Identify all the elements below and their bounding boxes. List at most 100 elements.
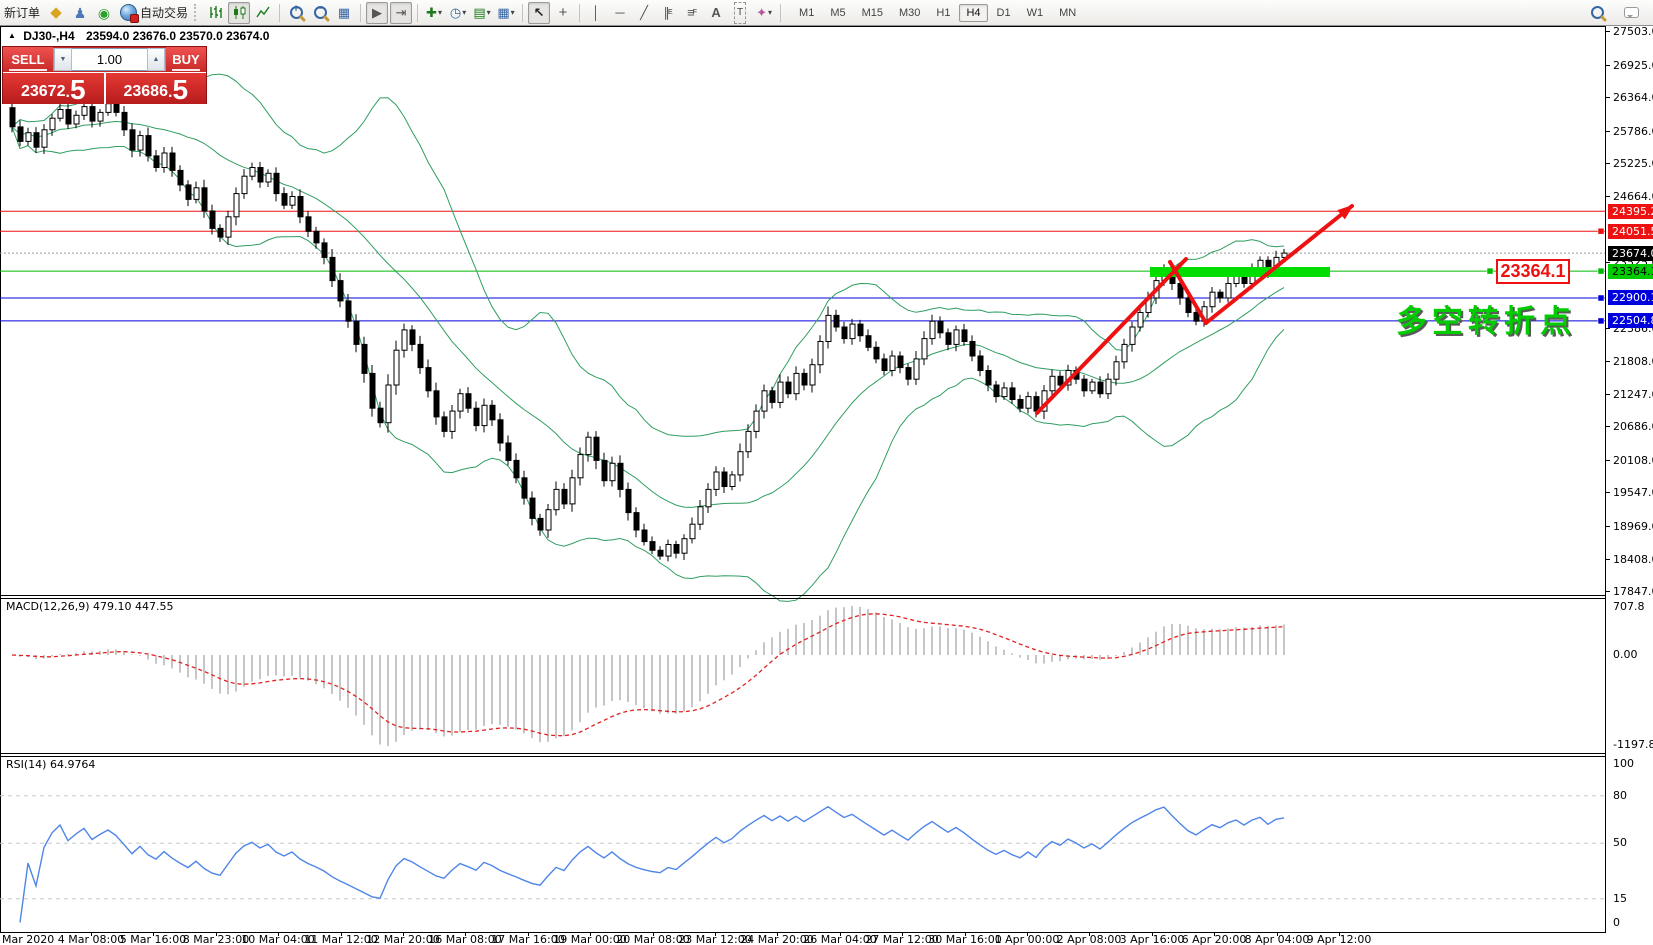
timeframe-w1[interactable]: W1 xyxy=(1026,6,1044,19)
text-icon[interactable]: A xyxy=(711,4,721,20)
line-handle[interactable] xyxy=(1597,317,1605,325)
candle-body xyxy=(1105,378,1112,395)
timeframe-h4[interactable]: H4 xyxy=(959,3,988,22)
price-tick: 21247.0 xyxy=(1613,388,1653,401)
volume-input[interactable]: 1.00 xyxy=(96,52,123,67)
candle-body xyxy=(257,167,264,183)
sell-price[interactable]: 23672. 5 xyxy=(3,73,104,104)
candle-body xyxy=(481,404,488,427)
candle-body xyxy=(801,372,808,386)
pane-separator[interactable] xyxy=(0,595,1606,596)
candle-body xyxy=(441,416,448,432)
timeframe-m5[interactable]: M5 xyxy=(830,6,846,19)
arrows-icon[interactable]: ✦ ▾ xyxy=(756,4,772,20)
timeframe-m15[interactable]: M15 xyxy=(861,6,883,19)
time-tick-mark xyxy=(715,933,716,936)
time-tick-mark xyxy=(465,933,466,936)
time-tick-mark xyxy=(341,933,342,936)
crosshair-icon[interactable]: + xyxy=(558,3,568,21)
tile-windows-icon[interactable]: ▦ xyxy=(337,4,351,20)
signals-icon[interactable]: ◉ xyxy=(97,4,111,21)
toolbar-separator xyxy=(417,3,419,22)
chart-shift-icon[interactable]: ⇥ xyxy=(390,1,413,24)
candle-body xyxy=(1113,361,1120,380)
periods-icon[interactable]: ◷ ▾ xyxy=(449,4,467,20)
trend-arrow-line[interactable] xyxy=(1204,204,1354,325)
add-indicator-icon[interactable]: ✚ ▾ xyxy=(426,4,442,20)
cursor-icon[interactable]: ↖ xyxy=(528,1,551,24)
candle-body xyxy=(1129,326,1136,345)
timeframe-m30[interactable]: M30 xyxy=(899,6,921,19)
vertical-line-icon[interactable]: │ xyxy=(591,4,601,20)
price-callout-box[interactable]: 23364.1 xyxy=(1496,259,1570,284)
candle-body xyxy=(745,430,752,453)
price-label-24395.2: 24395.2 xyxy=(1608,204,1653,219)
timeframe-mn[interactable]: MN xyxy=(1059,6,1077,19)
pane-separator[interactable] xyxy=(0,598,1606,599)
buy-price[interactable]: 23686. 5 xyxy=(105,73,206,105)
price-tick-mark xyxy=(1606,31,1610,32)
buy-price-pip: 5 xyxy=(172,74,189,105)
equidistant-channel-icon[interactable]: ∥ E xyxy=(663,4,673,20)
collapse-arrow-icon[interactable]: ▲ xyxy=(8,31,16,40)
candle-body xyxy=(209,210,216,229)
market-watch-icon[interactable]: ◆ xyxy=(50,3,62,21)
volume-decrease-button[interactable]: ▼ xyxy=(54,48,72,71)
volume-increase-button[interactable]: ▲ xyxy=(147,48,165,71)
trend-arrow-line[interactable] xyxy=(1035,257,1188,415)
time-tick: 4 Mar 08:00 xyxy=(57,933,125,945)
price-tick: 24664.0 xyxy=(1613,190,1653,203)
chinese-note-text[interactable]: 多空转折点 xyxy=(1396,304,1576,339)
candle-body xyxy=(729,474,736,487)
timeframe-d1[interactable]: D1 xyxy=(996,6,1011,19)
time-tick: 20 Mar 08:00 xyxy=(616,933,690,945)
autotrading-button[interactable]: 自动交易 xyxy=(116,2,192,23)
new-order-button[interactable]: 新订单 xyxy=(0,2,44,23)
line-handle[interactable] xyxy=(1597,227,1605,235)
fibonacci-icon[interactable]: ≡ F xyxy=(687,4,697,20)
pane-separator[interactable] xyxy=(0,756,1606,757)
zoom-in-icon[interactable]: + xyxy=(285,2,307,24)
candlestick-chart-icon[interactable] xyxy=(228,1,251,24)
price-tick: 25225.0 xyxy=(1613,157,1653,170)
trend-arrow-line[interactable] xyxy=(1168,260,1208,325)
line-chart-icon[interactable] xyxy=(252,2,274,24)
line-handle[interactable] xyxy=(1597,294,1605,302)
sell-price-dot: . xyxy=(65,84,70,101)
candle-body xyxy=(793,372,800,395)
chart-header: ▲ DJ30-,H4 23594.0 23676.0 23570.0 23674… xyxy=(8,29,269,43)
text-label-icon[interactable]: T xyxy=(729,1,751,24)
price-tick-mark xyxy=(1606,460,1610,461)
candle-body xyxy=(129,129,136,151)
auto-scroll-icon[interactable]: ▶ xyxy=(366,1,389,24)
candle-body xyxy=(1225,283,1232,299)
candle-body xyxy=(17,126,24,142)
candle-body xyxy=(569,477,576,505)
candle-body xyxy=(657,549,664,557)
bar-chart-icon[interactable] xyxy=(204,2,226,24)
community-icon[interactable]: ♟ xyxy=(73,4,87,21)
green-line-handle[interactable] xyxy=(1486,267,1494,275)
buy-button[interactable]: BUY xyxy=(166,47,206,72)
chat-icon[interactable] xyxy=(1620,2,1642,24)
horizontal-line-icon[interactable]: ─ xyxy=(615,4,625,20)
green-line-handle[interactable] xyxy=(1597,267,1605,275)
timeframe-m1[interactable]: M1 xyxy=(799,6,815,19)
candle-body xyxy=(881,358,888,371)
support-highlight-bar[interactable] xyxy=(1150,267,1330,277)
search-icon[interactable] xyxy=(1586,2,1608,24)
sell-button[interactable]: SELL xyxy=(3,47,53,72)
templates-icon[interactable]: ▤ ▾ xyxy=(473,4,491,20)
pane-separator[interactable] xyxy=(0,753,1606,754)
time-tick: 8 Apr 04:00 xyxy=(1244,933,1310,945)
profiles-icon[interactable]: ▦ ▾ xyxy=(497,4,515,20)
macd-axis-value: -1197.88 xyxy=(1613,738,1653,751)
candle-body xyxy=(25,132,32,142)
timeframe-h1[interactable]: H1 xyxy=(936,6,951,19)
candle-body xyxy=(617,462,624,490)
zoom-out-icon[interactable]: − xyxy=(309,2,331,24)
trendline-icon[interactable]: ╱ xyxy=(640,4,648,20)
candle-body xyxy=(201,187,208,212)
candle-body xyxy=(105,103,112,113)
